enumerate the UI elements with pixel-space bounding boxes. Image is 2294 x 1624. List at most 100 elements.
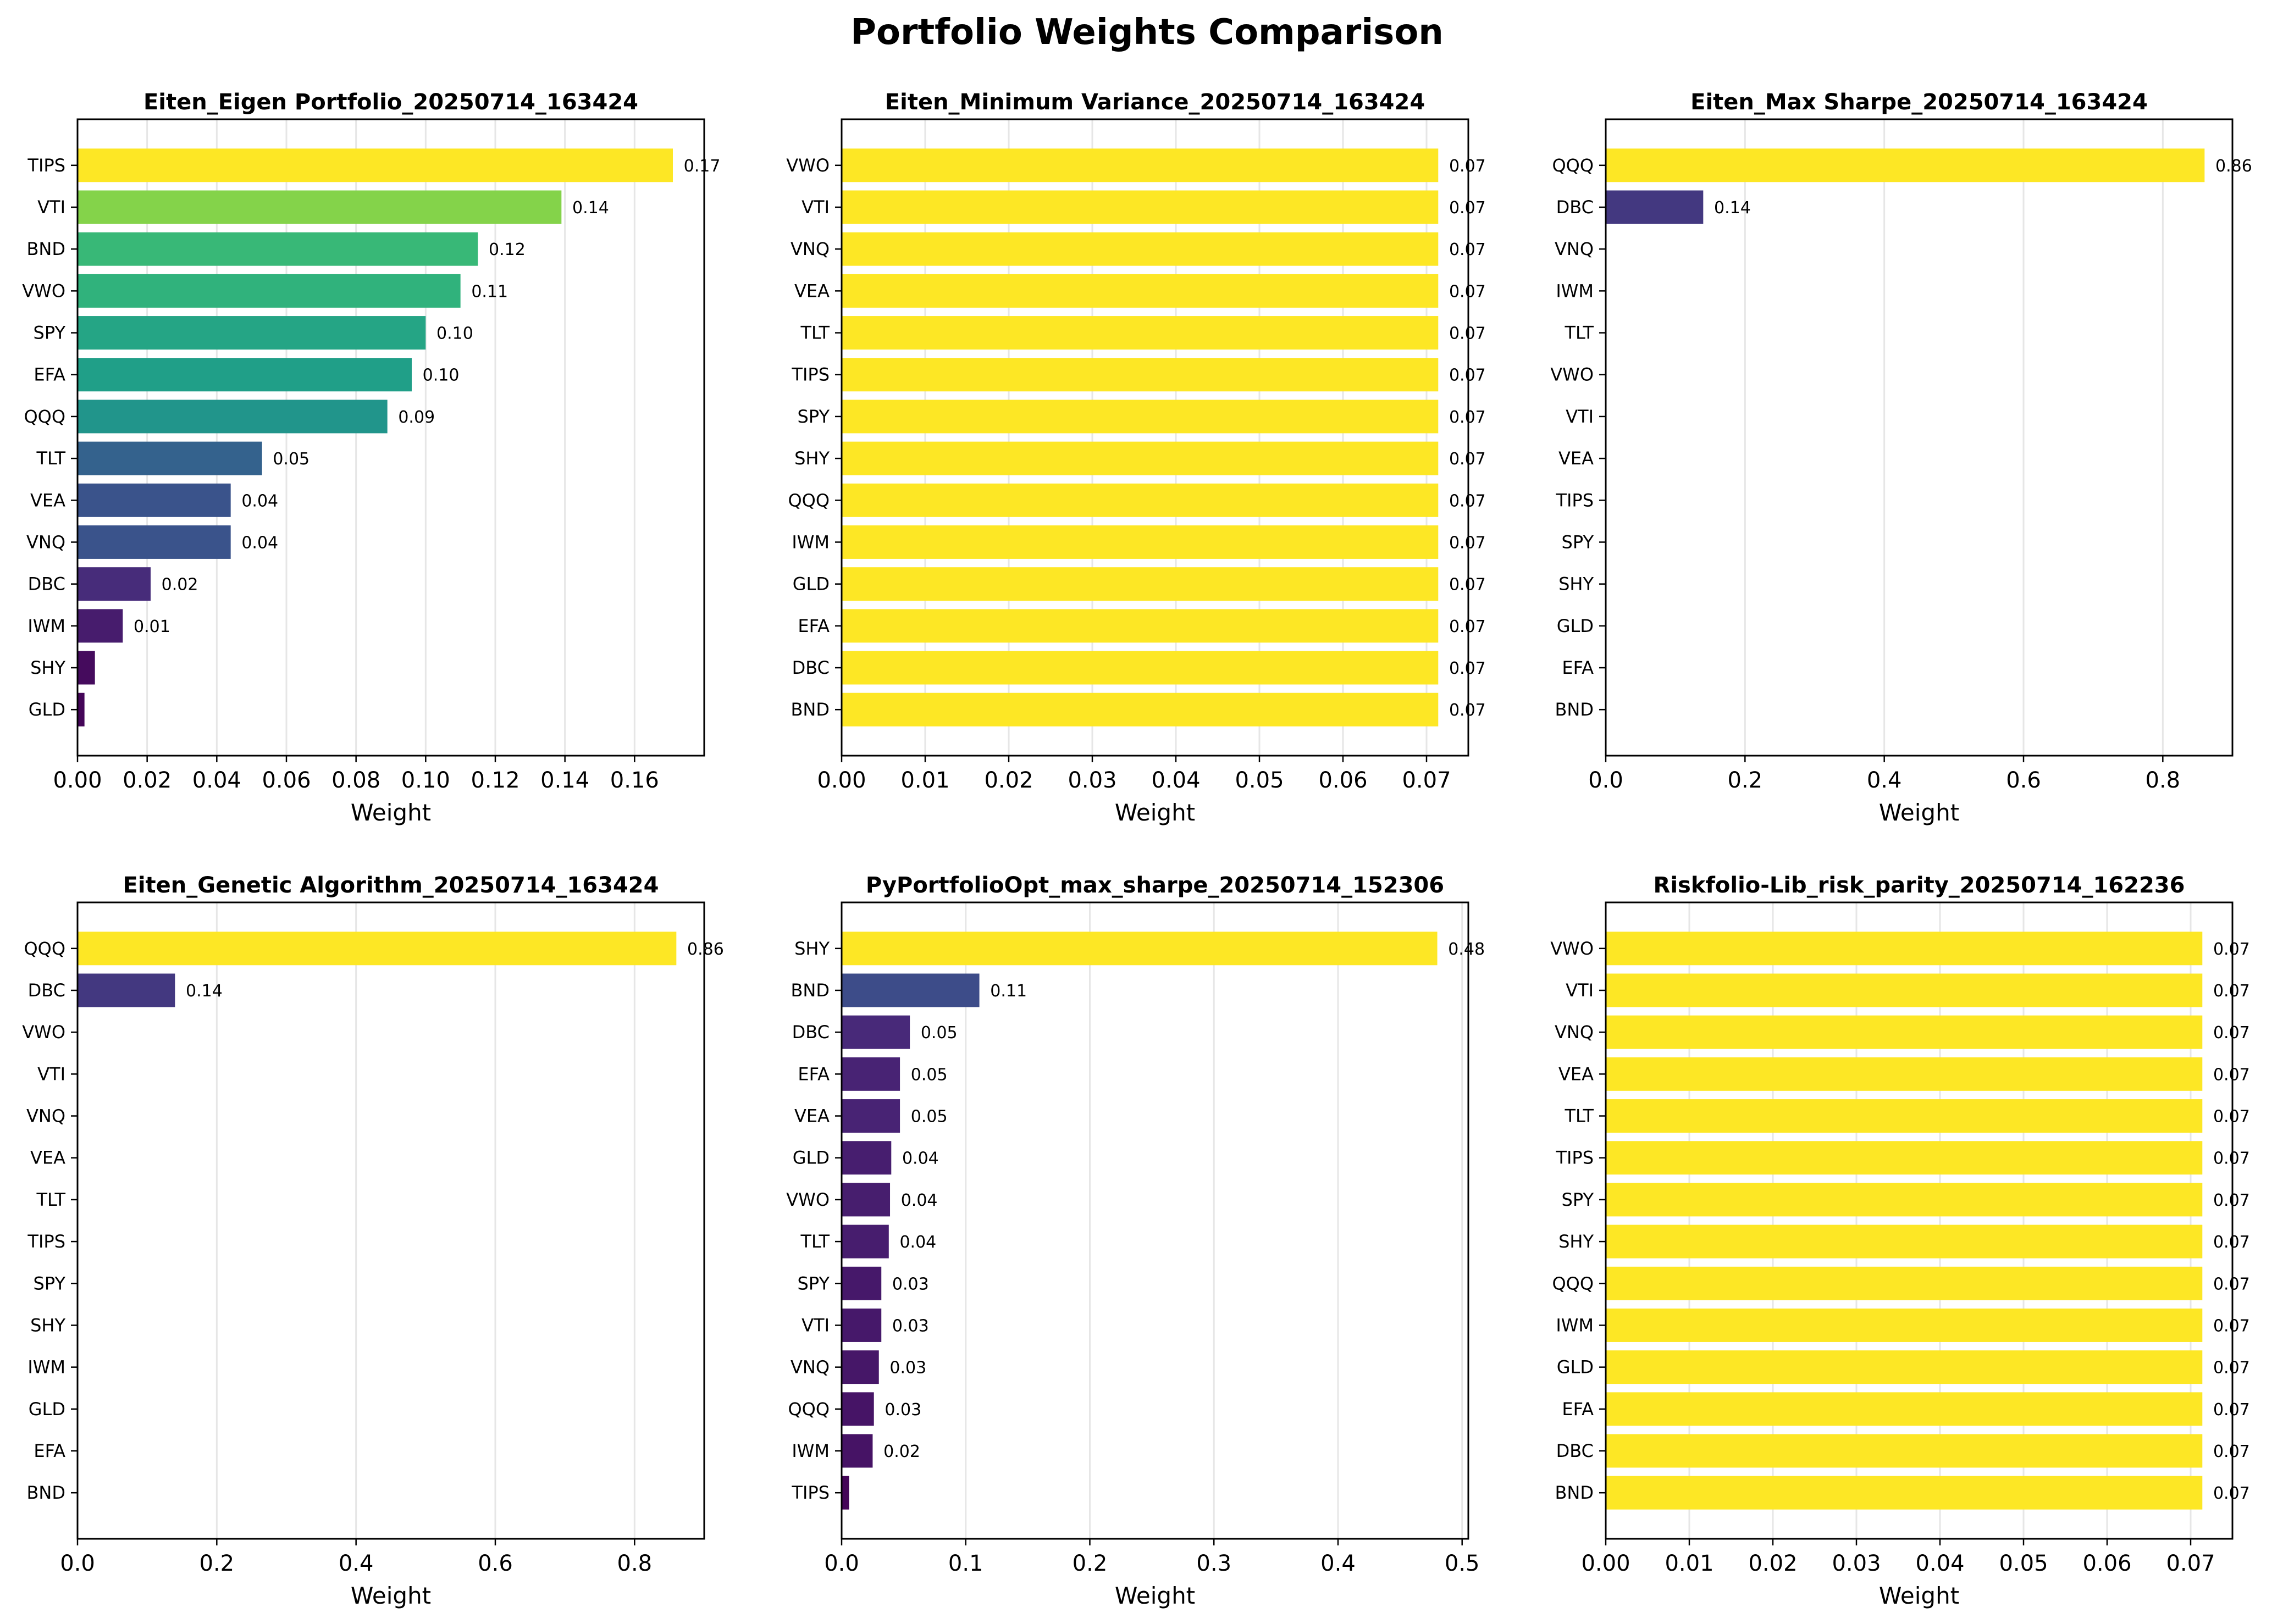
bar-vnq [842, 232, 1439, 266]
x-tick-label: 0.08 [331, 768, 380, 793]
x-axis-label: Weight [1879, 1582, 1959, 1609]
data-label: 0.12 [489, 240, 526, 259]
y-tick-label: VEA [1558, 448, 1594, 469]
chart-6: Riskfolio-Lib_risk_parity_20250714_16223… [1550, 873, 2249, 1609]
y-tick-label: DBC [792, 1022, 830, 1043]
data-label: 0.07 [2213, 1023, 2250, 1043]
y-tick-label: TIPS [1555, 490, 1594, 511]
y-tick-label: SPY [1562, 531, 1594, 552]
data-label: 0.02 [883, 1442, 920, 1461]
x-tick-label: 0.6 [478, 1551, 513, 1576]
y-tick-label: EFA [1562, 657, 1594, 678]
x-tick-label: 0.1 [948, 1551, 983, 1576]
data-label: 0.86 [2215, 157, 2252, 176]
bar-gld [78, 692, 85, 727]
bar-shy [1606, 1224, 2203, 1259]
bar-gld [842, 567, 1439, 601]
y-tick-label: BND [791, 699, 830, 720]
x-tick-label: 0.0 [1588, 768, 1623, 793]
bar-gld [1606, 1350, 2203, 1384]
y-tick-label: VWO [786, 1189, 830, 1210]
data-label: 0.07 [2213, 1149, 2250, 1168]
y-tick-label: IWM [1556, 280, 1594, 301]
y-tick-label: SPY [34, 323, 66, 343]
data-label: 0.07 [2213, 1191, 2250, 1210]
data-label: 0.07 [2213, 1484, 2250, 1503]
chart-3: Eiten_Max Sharpe_20250714_163424 QQQ 0.86 D… [1550, 90, 2252, 826]
y-tick-label: TIPS [27, 1231, 65, 1252]
y-tick-label: VEA [794, 280, 830, 301]
data-label: 0.07 [1449, 575, 1486, 595]
bar-vwo [78, 274, 461, 308]
x-tick-label: 0.07 [1402, 768, 1451, 793]
bar-qqq [78, 932, 677, 966]
bar-iwm [1606, 1308, 2203, 1342]
bar-bnd [1606, 1476, 2203, 1510]
bar-tips [1606, 1141, 2203, 1175]
x-tick-label: 0.03 [1068, 768, 1116, 793]
data-label: 0.07 [2213, 1065, 2250, 1084]
y-tick-label: VWO [1550, 938, 1594, 959]
y-tick-label: DBC [1556, 197, 1594, 218]
y-tick-label: VTI [37, 197, 65, 218]
data-label: 0.10 [436, 324, 473, 343]
y-tick-label: VEA [1558, 1063, 1594, 1084]
data-label: 0.07 [1449, 198, 1486, 218]
y-tick-label: TLT [1564, 323, 1594, 343]
y-tick-label: VTI [1566, 980, 1594, 1001]
x-tick-label: 0.2 [1728, 768, 1763, 793]
y-tick-label: SHY [794, 938, 830, 959]
bar-spy [78, 316, 426, 350]
y-tick-label: VEA [30, 490, 65, 511]
data-label: 0.03 [885, 1400, 921, 1420]
y-tick-label: SHY [1558, 1231, 1594, 1252]
data-label: 0.07 [1449, 366, 1486, 385]
data-label: 0.07 [1449, 659, 1486, 678]
x-tick-label: 0.12 [471, 768, 519, 793]
y-tick-label: QQQ [788, 490, 830, 511]
y-tick-label: QQQ [1552, 1273, 1594, 1294]
y-tick-label: BND [26, 1482, 65, 1503]
bar-vwo [1606, 932, 2203, 966]
data-label: 0.03 [889, 1359, 926, 1378]
bar-qqq [1606, 1266, 2203, 1300]
data-label: 0.04 [901, 1191, 938, 1210]
data-label: 0.10 [423, 366, 460, 385]
figure-title: Portfolio Weights Comparison [850, 12, 1444, 53]
y-tick-label: TIPS [1555, 1148, 1594, 1168]
y-tick-label: TLT [36, 1189, 65, 1210]
axes-frame [76, 118, 705, 757]
bar-spy [842, 1266, 882, 1300]
bar-vnq [842, 1350, 879, 1384]
x-tick-label: 0.2 [1073, 1551, 1108, 1576]
data-label: 0.07 [1449, 701, 1486, 720]
y-tick-label: EFA [1562, 1399, 1594, 1420]
x-tick-label: 0.5 [1445, 1551, 1480, 1576]
x-tick-label: 0.06 [2082, 1551, 2131, 1576]
y-tick-label: SPY [798, 406, 830, 427]
bar-vwo [842, 1183, 891, 1217]
x-tick-label: 0.4 [339, 1551, 374, 1576]
data-label: 0.07 [2213, 1442, 2250, 1461]
bar-tlt [1606, 1099, 2203, 1133]
y-tick-label: EFA [34, 1440, 65, 1461]
y-tick-label: VWO [1550, 364, 1594, 385]
bar-shy [842, 441, 1439, 475]
x-tick-label: 0.06 [1318, 768, 1367, 793]
data-label: 0.09 [398, 408, 435, 427]
y-tick-label: GLD [1557, 1357, 1594, 1378]
y-tick-label: QQQ [788, 1399, 830, 1420]
y-tick-label: BND [791, 980, 830, 1001]
data-label: 0.07 [1449, 408, 1486, 427]
y-tick-label: TLT [800, 1231, 830, 1252]
axes-frame [841, 118, 1469, 757]
data-label: 0.14 [572, 198, 609, 218]
y-tick-label: IWM [792, 1440, 830, 1461]
axes-frame [841, 901, 1469, 1540]
data-label: 0.05 [273, 450, 309, 469]
bar-qqq [842, 483, 1439, 517]
data-label: 0.17 [684, 157, 721, 176]
data-label: 0.03 [892, 1274, 929, 1294]
y-tick-label: TIPS [27, 155, 65, 176]
